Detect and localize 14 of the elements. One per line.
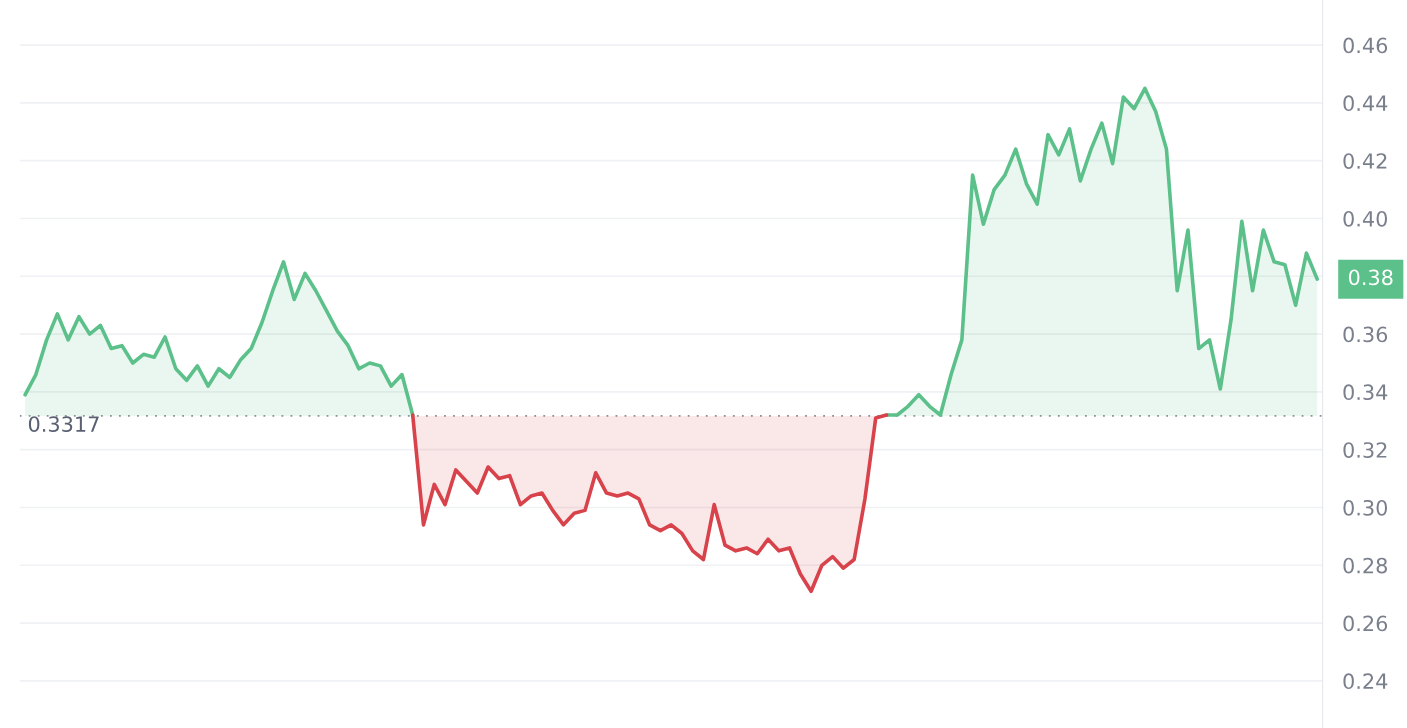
text: 0.38: [1348, 269, 1393, 286]
y-tick-label: 0.24: [1343, 673, 1388, 690]
y-tick-label: 0.46: [1343, 37, 1388, 54]
y-tick-label: 0.28: [1343, 557, 1387, 574]
y-tick-label: 0.36: [1343, 326, 1388, 343]
y-tick-label: 0.44: [1343, 95, 1388, 112]
line-series: [410, 413, 889, 594]
ref-line-label: 0.3317: [28, 416, 99, 432]
y-tick-label: 0.32: [1343, 442, 1387, 458]
y-tick-label: 0.26: [1343, 615, 1388, 632]
y-tick-label: 0.30: [1343, 499, 1388, 516]
y-tick-label: 0.42: [1343, 153, 1387, 169]
y-tick-label: 0.40: [1343, 210, 1388, 227]
y-tick-label: 0.34: [1343, 384, 1388, 401]
